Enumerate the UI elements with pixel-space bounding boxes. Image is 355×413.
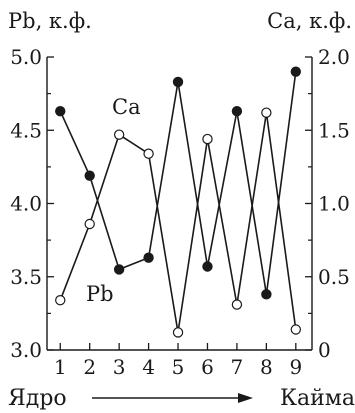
x-axis-tick-label: 7 bbox=[231, 355, 244, 379]
right-axis-title: Ca, к.ф. bbox=[267, 9, 352, 33]
x-axis-tick-label: 8 bbox=[260, 355, 273, 379]
series-point-ca bbox=[113, 129, 125, 140]
x-axis-tick-label: 5 bbox=[172, 355, 185, 379]
series-point-pb bbox=[261, 289, 272, 300]
series-point-pb bbox=[172, 76, 184, 88]
x-axis-tick-label: 6 bbox=[201, 355, 214, 379]
x-axis-tick-label: 2 bbox=[83, 355, 96, 379]
tick-labels: 3.0 3.5 4.0 4.5 5.0 0 0.5 1.0 1.5 2.0 1 2 3 4 5 6 7 8 9 bbox=[10, 45, 350, 379]
right-axis-tick-label: 1.0 bbox=[318, 192, 350, 216]
x-axis-tick-label: 9 bbox=[289, 355, 302, 379]
series-point-ca bbox=[84, 218, 95, 230]
series-point-ca bbox=[143, 148, 154, 159]
series-line-pb bbox=[59, 71, 297, 296]
left-axis-title: Pb, к.ф. bbox=[8, 9, 92, 33]
x-axis-tick-label: 1 bbox=[54, 355, 67, 379]
right-axis-tick-label: 0 bbox=[318, 338, 331, 362]
series-point-ca bbox=[172, 327, 184, 338]
series-point-ca bbox=[231, 299, 243, 310]
left-axis-tick-label: 4.0 bbox=[10, 192, 42, 216]
series-point-ca bbox=[261, 107, 272, 118]
series-markers bbox=[55, 66, 302, 338]
x-label-rim: Кайма bbox=[280, 386, 355, 411]
series-point-pb bbox=[202, 261, 213, 272]
series-point-pb bbox=[113, 264, 125, 275]
right-axis-tick-label: 2.0 bbox=[318, 45, 350, 69]
series-point-pb bbox=[231, 106, 243, 117]
left-axis-tick-label: 3.0 bbox=[10, 338, 42, 362]
left-axis-tick-label: 4.5 bbox=[10, 118, 42, 142]
series-point-pb bbox=[55, 106, 66, 117]
series-point-pb bbox=[84, 170, 95, 181]
series-point-ca bbox=[290, 324, 302, 335]
series-point-pb bbox=[143, 252, 154, 263]
arrow-head bbox=[238, 393, 253, 403]
x-label-core: Ядро bbox=[8, 386, 67, 411]
series-point-pb bbox=[290, 66, 302, 77]
left-axis-tick-label: 3.5 bbox=[10, 265, 42, 289]
series-label-ca: Ca bbox=[112, 95, 141, 119]
series-point-ca bbox=[55, 294, 66, 306]
x-axis-tick-label: 4 bbox=[142, 355, 155, 379]
series-point-ca bbox=[202, 133, 213, 145]
x-axis-tick-label: 3 bbox=[113, 355, 126, 379]
plot-frame bbox=[46, 57, 313, 351]
right-axis-tick-label: 1.5 bbox=[318, 118, 350, 142]
axis-ticks bbox=[47, 56, 312, 351]
series-label-pb: Pb bbox=[86, 282, 114, 306]
left-axis-tick-label: 5.0 bbox=[10, 45, 42, 69]
right-axis-tick-label: 0.5 bbox=[318, 265, 350, 289]
core-to-rim-arrow bbox=[92, 393, 253, 403]
